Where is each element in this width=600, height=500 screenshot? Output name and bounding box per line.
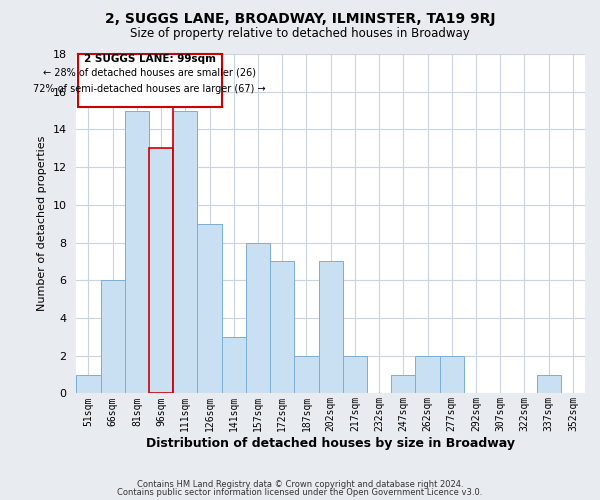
Bar [391, 374, 415, 394]
Bar [125, 110, 149, 394]
Bar [343, 356, 367, 394]
Bar [319, 262, 343, 394]
Text: Size of property relative to detached houses in Broadway: Size of property relative to detached ho… [130, 28, 470, 40]
Bar [173, 110, 197, 394]
Text: Contains HM Land Registry data © Crown copyright and database right 2024.: Contains HM Land Registry data © Crown c… [137, 480, 463, 489]
Bar [197, 224, 221, 394]
Bar [536, 374, 561, 394]
Bar [440, 356, 464, 394]
Bar [76, 374, 101, 394]
Bar [221, 337, 246, 394]
Bar [101, 280, 125, 394]
Text: 2 SUGGS LANE: 99sqm: 2 SUGGS LANE: 99sqm [83, 54, 215, 64]
Bar [415, 356, 440, 394]
FancyBboxPatch shape [77, 54, 221, 107]
Text: Contains public sector information licensed under the Open Government Licence v3: Contains public sector information licen… [118, 488, 482, 497]
Bar [295, 356, 319, 394]
Text: ← 28% of detached houses are smaller (26): ← 28% of detached houses are smaller (26… [43, 68, 256, 78]
X-axis label: Distribution of detached houses by size in Broadway: Distribution of detached houses by size … [146, 437, 515, 450]
Bar [270, 262, 295, 394]
Y-axis label: Number of detached properties: Number of detached properties [37, 136, 47, 312]
Text: 72% of semi-detached houses are larger (67) →: 72% of semi-detached houses are larger (… [33, 84, 266, 94]
Bar [246, 242, 270, 394]
Bar [149, 148, 173, 394]
Text: 2, SUGGS LANE, BROADWAY, ILMINSTER, TA19 9RJ: 2, SUGGS LANE, BROADWAY, ILMINSTER, TA19… [105, 12, 495, 26]
